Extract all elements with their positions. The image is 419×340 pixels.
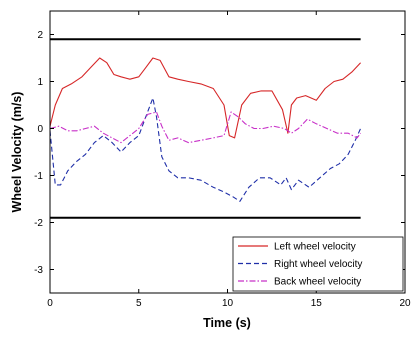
y-tick-label: -2 (34, 218, 43, 229)
series-line-1 (49, 97, 362, 202)
x-tick-label: 5 (136, 298, 142, 309)
y-axis-label: Wheel Velocity (m/s) (10, 92, 24, 213)
x-tick-label: 0 (47, 298, 53, 309)
legend-label-1: Right wheel velocity (274, 259, 362, 270)
legend-label-0: Left wheel velocity (274, 242, 356, 253)
y-tick-label: -3 (34, 265, 43, 276)
series-line-2 (49, 111, 362, 144)
y-tick-label: -1 (34, 171, 43, 182)
x-tick-label: 15 (311, 298, 323, 309)
y-tick-label: 0 (37, 124, 43, 135)
x-axis-label: Time (s) (203, 316, 251, 330)
x-tick-label: 10 (222, 298, 234, 309)
legend-label-2: Back wheel velocity (274, 277, 361, 288)
y-tick-label: 1 (37, 77, 43, 88)
y-tick-label: 2 (37, 30, 43, 41)
series-line-0 (49, 57, 362, 139)
x-tick-label: 20 (399, 298, 411, 309)
legend: Left wheel velocity Right wheel velocity B… (232, 236, 404, 292)
